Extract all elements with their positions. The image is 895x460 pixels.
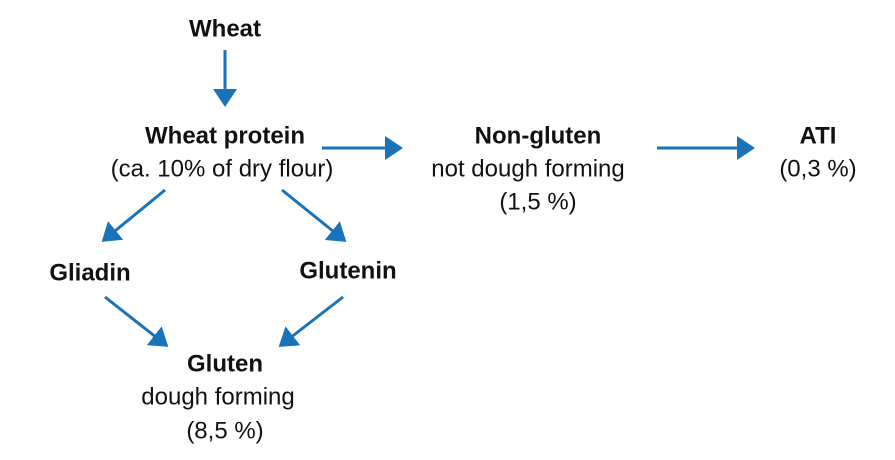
node-line: (1,5 %) [499, 188, 576, 215]
arrow [278, 295, 344, 347]
node-line: (8,5 %) [186, 417, 263, 444]
node-title: Gluten [187, 350, 263, 377]
node-line: dough forming [141, 383, 294, 410]
node-title: Non-gluten [475, 122, 602, 149]
arrows [101, 50, 755, 347]
node-line: (0,3 %) [779, 155, 856, 182]
node-title: Wheat protein [145, 122, 305, 149]
node-line: not dough forming [431, 155, 624, 182]
arrow [104, 295, 169, 347]
node-line: (ca. 10% of dry flour) [111, 155, 334, 182]
node-title: ATI [800, 122, 837, 149]
arrow [281, 188, 347, 242]
arrow [101, 188, 166, 242]
node-title: Glutenin [299, 257, 396, 284]
node-title: Gliadin [49, 259, 130, 286]
node-title: Wheat [189, 15, 261, 42]
